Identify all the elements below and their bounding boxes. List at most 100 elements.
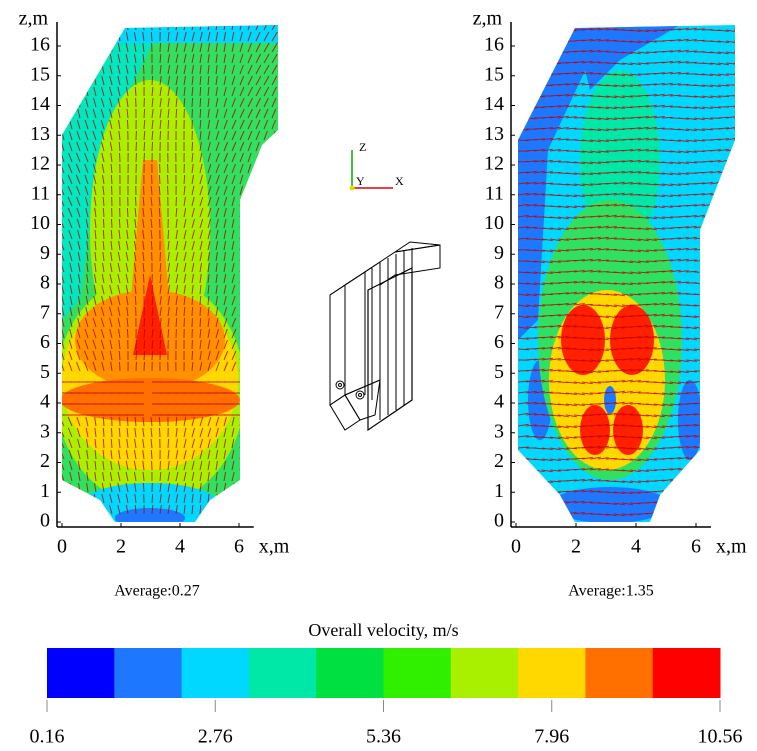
vector (271, 339, 276, 350)
vector (271, 119, 276, 130)
vector (85, 207, 89, 218)
y-tick-label: 3 (494, 420, 504, 442)
vector (717, 293, 729, 296)
vector (709, 282, 721, 286)
vector (733, 138, 735, 141)
vector (167, 493, 171, 504)
vector (183, 306, 186, 317)
vector (263, 262, 270, 273)
vector (597, 359, 609, 362)
vector (159, 504, 162, 515)
vector (525, 271, 537, 275)
vector (525, 40, 537, 43)
vector (653, 281, 665, 284)
vector (549, 160, 561, 163)
vector (117, 108, 121, 119)
vector (549, 105, 561, 108)
vector (669, 94, 681, 97)
vector (62, 438, 65, 449)
vector (669, 247, 681, 251)
vector (709, 62, 721, 66)
vector (733, 227, 735, 231)
vector (231, 273, 235, 284)
vector (62, 427, 65, 438)
vector (518, 513, 529, 517)
vector (637, 380, 649, 383)
vector (661, 381, 673, 385)
vector (75, 163, 81, 174)
vector (118, 438, 121, 449)
vector (93, 86, 97, 97)
vector (533, 502, 545, 505)
vector (533, 491, 545, 495)
vector (167, 284, 171, 295)
vector (725, 126, 735, 130)
vector (629, 238, 641, 242)
vector (239, 295, 245, 306)
vector (102, 185, 105, 196)
vector (126, 108, 129, 119)
vector (167, 251, 170, 262)
vector (621, 480, 633, 484)
vector (677, 150, 689, 154)
vector (613, 181, 625, 185)
vector (134, 75, 137, 86)
vector (613, 226, 625, 229)
vector (215, 284, 218, 295)
vector (621, 170, 633, 174)
vector (67, 174, 73, 185)
vector (589, 72, 601, 75)
vector (525, 390, 537, 394)
vector (629, 227, 641, 230)
vector (645, 324, 657, 328)
vector (191, 64, 194, 75)
vector (605, 423, 617, 427)
vector (239, 240, 243, 251)
vector (613, 215, 625, 218)
vector (525, 469, 537, 472)
vector (541, 271, 553, 275)
vector (84, 130, 89, 141)
vector (247, 207, 251, 218)
vector (557, 216, 569, 220)
vector (62, 163, 65, 174)
vector (117, 262, 121, 273)
vector (215, 339, 220, 350)
vector (709, 106, 721, 109)
vector (733, 347, 735, 350)
vector (263, 460, 270, 471)
vector (215, 108, 219, 119)
vector (653, 447, 665, 450)
vector (263, 482, 270, 493)
vector (581, 303, 593, 306)
vector (541, 436, 553, 439)
vector (677, 247, 689, 251)
vector (255, 273, 262, 284)
x-tick-label: 4 (631, 536, 641, 558)
vector (239, 251, 244, 262)
vector (223, 163, 229, 174)
vector (69, 53, 73, 64)
vector (725, 105, 735, 108)
vector (518, 139, 529, 142)
vector (271, 284, 278, 295)
vector (709, 271, 721, 275)
vector (207, 471, 210, 482)
vector (613, 260, 625, 263)
vector (525, 226, 537, 229)
vector (175, 229, 179, 240)
vector (685, 61, 697, 64)
vector (605, 128, 617, 131)
vector (215, 75, 218, 86)
vector (717, 282, 729, 285)
vector (717, 159, 729, 163)
vector (629, 40, 641, 44)
vector (118, 25, 121, 31)
vector (518, 62, 529, 65)
vector (613, 424, 625, 427)
vector (207, 130, 211, 141)
vector (693, 95, 705, 99)
vector (191, 163, 194, 174)
vector (247, 152, 252, 163)
